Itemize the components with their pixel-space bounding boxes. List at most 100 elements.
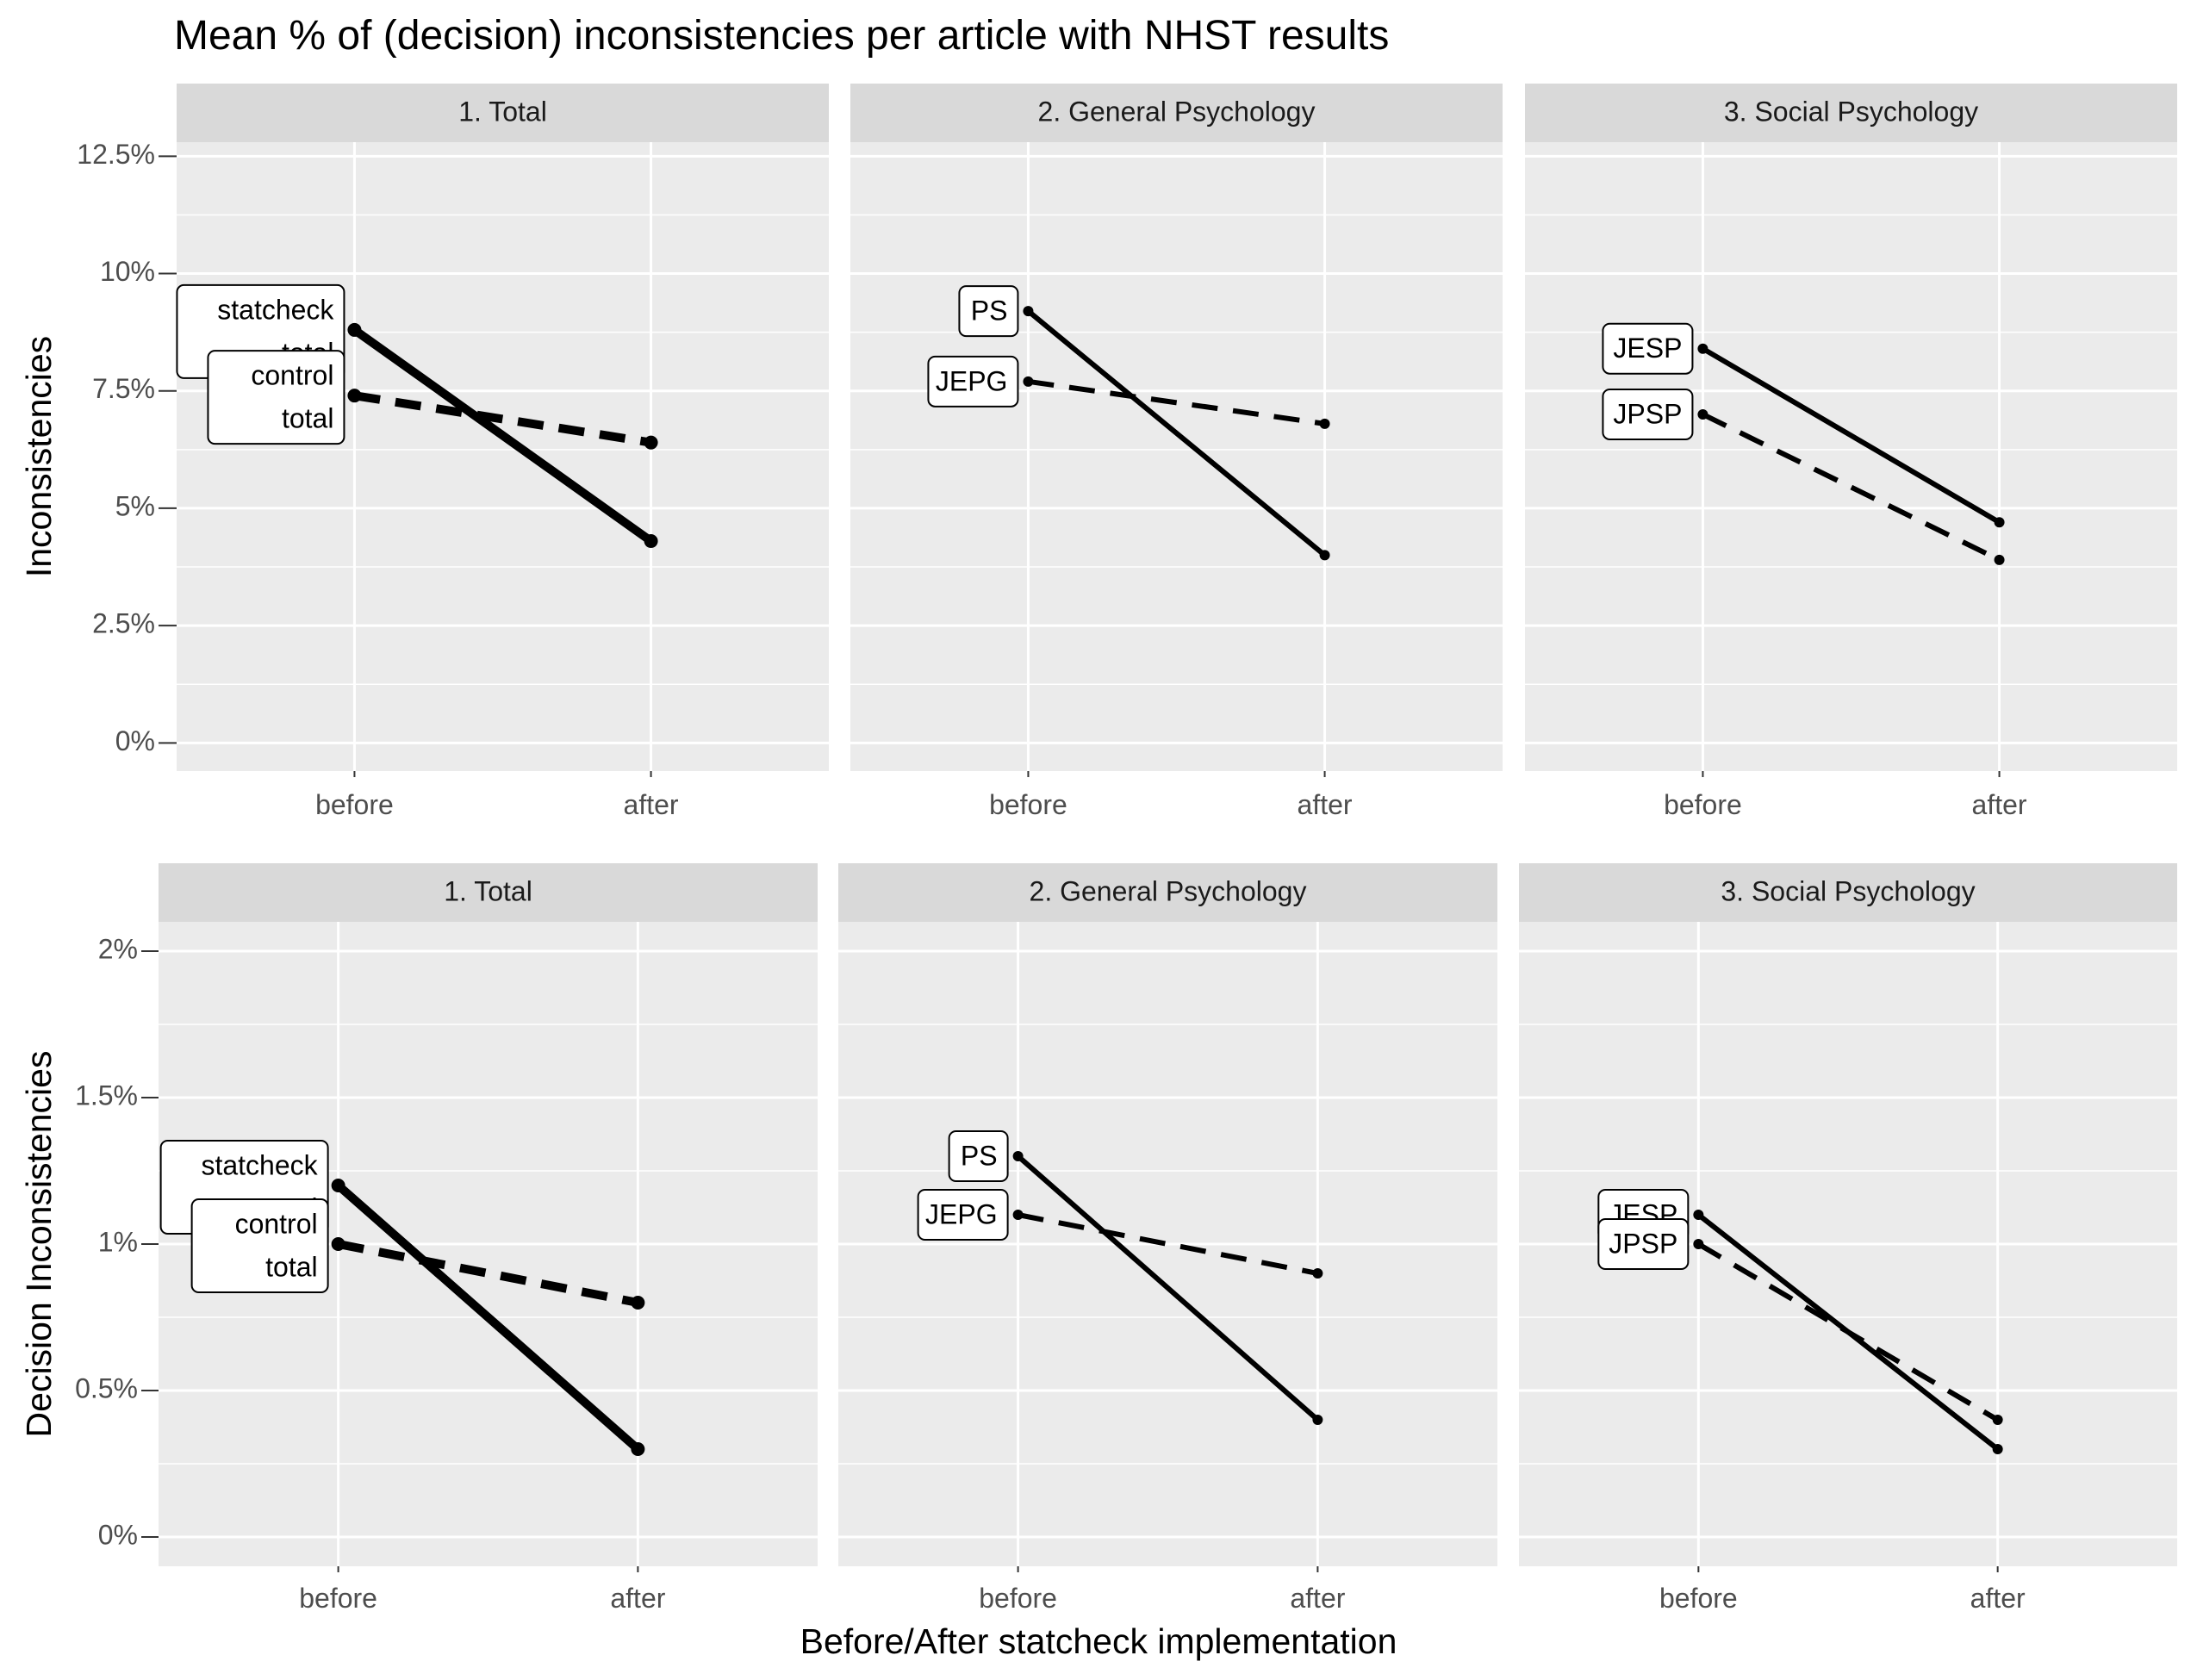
x-tick-label: after — [1290, 1583, 1345, 1614]
x-tick-label: before — [1659, 1583, 1738, 1614]
panel-background — [1525, 142, 2177, 771]
series-line-control — [353, 391, 652, 447]
data-point-control-after — [631, 1296, 645, 1310]
y-axis-title-2: Decision Inconsistencies — [19, 1051, 59, 1438]
series-label-PS: PS — [958, 285, 1019, 338]
label-text: JESP — [1613, 333, 1682, 364]
y-axis-title-1: Inconsistencies — [19, 336, 59, 577]
y-tick-label: 12.5% — [77, 139, 155, 170]
data-point-PS-after — [1312, 1415, 1323, 1425]
label-text: JEPG — [925, 1198, 998, 1229]
series-line-JESP — [1701, 346, 2001, 525]
facet-strip-label: 3. Social Psychology — [1721, 875, 1975, 906]
label-text: total — [265, 1251, 317, 1282]
panel-background — [850, 142, 1503, 771]
data-point-JESP-after — [1994, 517, 2005, 528]
data-point-control-after — [644, 435, 658, 450]
x-tick-label: before — [299, 1583, 377, 1614]
data-point-statcheck-before — [347, 322, 362, 337]
facet-strip-label: 2. General Psychology — [1030, 875, 1307, 906]
y-tick-label: 0% — [115, 725, 155, 756]
series-line-statcheck — [352, 326, 654, 545]
data-point-JPSP-after — [1992, 1415, 2003, 1425]
data-point-JEPG-before — [1012, 1210, 1024, 1220]
label-text: total — [282, 403, 333, 434]
series-label-PS: PS — [948, 1130, 1009, 1182]
series-line-JEPG — [1028, 378, 1325, 426]
y-tick-label: 1% — [98, 1226, 138, 1257]
label-box — [1602, 388, 1694, 440]
y-tick-label: 0% — [98, 1519, 138, 1550]
series-label-control: control total — [190, 1198, 329, 1293]
data-point-JEPG-before — [1023, 376, 1034, 387]
panel-2-2: 2. General Psychology before after PS JEPG — [838, 863, 1497, 1614]
data-point-statcheck-before — [331, 1179, 345, 1192]
series-label-JESP: JESP — [1602, 322, 1694, 375]
data-point-control-before — [347, 389, 362, 403]
y-tick-label: 2% — [98, 933, 138, 964]
data-point-PS-before — [1023, 306, 1034, 317]
y-tick-label: 0.5% — [75, 1372, 138, 1403]
series-line-JPSP — [1696, 1241, 2000, 1422]
y-tick-label: 5% — [115, 490, 155, 521]
x-tick-label: before — [315, 789, 394, 820]
label-box — [948, 1130, 1009, 1182]
series-line-statcheck — [335, 1182, 641, 1453]
facet-strip — [177, 84, 829, 142]
panel-2-1: 1. Totalbeforeafterstatchecktotalcontrol… — [159, 863, 818, 1614]
facet-strip-label: 1. Total — [458, 96, 547, 127]
y-tick-label: 7.5% — [92, 373, 155, 404]
data-point-JESP-after — [1992, 1444, 2003, 1454]
y-tick-label: 1.5% — [75, 1080, 138, 1111]
label-text: statcheck — [201, 1149, 318, 1180]
label-box — [958, 285, 1019, 338]
x-tick-label: before — [1664, 789, 1742, 820]
x-tick-label: before — [989, 789, 1067, 820]
series-line-PS — [1026, 308, 1327, 557]
label-text: JPSP — [1609, 1228, 1677, 1259]
data-point-JESP-before — [1697, 343, 1708, 354]
series-line-PS — [1016, 1154, 1320, 1422]
label-box — [1602, 322, 1694, 375]
facet-strip — [850, 84, 1503, 142]
series-label-JEPG: JEPG — [917, 1189, 1009, 1241]
series-label-control: control total — [207, 350, 345, 445]
facet-strip-label: 2. General Psychology — [1038, 96, 1316, 127]
label-box — [1597, 1218, 1690, 1270]
data-point-JPSP-after — [1994, 554, 2005, 565]
panel-1-1: 1. Totalbeforeafterstatchecktotalcontrol… — [176, 84, 829, 820]
panel-1-2: 2. General Psychology before after PS JEPG — [850, 84, 1503, 820]
data-point-PS-before — [1012, 1151, 1024, 1161]
x-tick-label: after — [1298, 789, 1353, 820]
label-text: PS — [961, 1140, 998, 1171]
data-point-statcheck-after — [631, 1442, 645, 1456]
label-text: control — [235, 1208, 318, 1239]
facet-strip-label: 1. Total — [444, 875, 532, 906]
label-box — [927, 355, 1019, 408]
series-line-JPSP — [1702, 412, 2001, 563]
x-tick-label: after — [1970, 1583, 2026, 1614]
series-label-JEPG: JEPG — [927, 355, 1019, 408]
series-line-JEPG — [1018, 1212, 1318, 1276]
label-box — [190, 1198, 329, 1293]
label-text: control — [251, 360, 333, 391]
series-label-JPSP: JPSP — [1597, 1218, 1690, 1270]
facet-strip-label: 3. Social Psychology — [1724, 96, 1978, 127]
chart-title: Mean % of (decision) inconsistencies per… — [174, 13, 1390, 59]
label-text: PS — [971, 296, 1008, 327]
data-point-control-before — [331, 1237, 345, 1251]
x-tick-label: before — [979, 1583, 1057, 1614]
label-box — [207, 350, 345, 445]
y-tick-label: 2.5% — [92, 608, 155, 639]
x-tick-label: after — [610, 1583, 665, 1614]
x-tick-label: after — [1972, 789, 2027, 820]
label-text: JPSP — [1613, 398, 1682, 429]
data-point-JPSP-before — [1693, 1239, 1704, 1249]
x-axis-title: Before/After statcheck implementation — [800, 1621, 1397, 1661]
series-line-control — [337, 1240, 639, 1307]
data-point-JEPG-after — [1312, 1268, 1323, 1279]
data-point-statcheck-after — [644, 534, 658, 549]
label-text: JEPG — [936, 365, 1008, 396]
series-label-JPSP: JPSP — [1602, 388, 1694, 440]
